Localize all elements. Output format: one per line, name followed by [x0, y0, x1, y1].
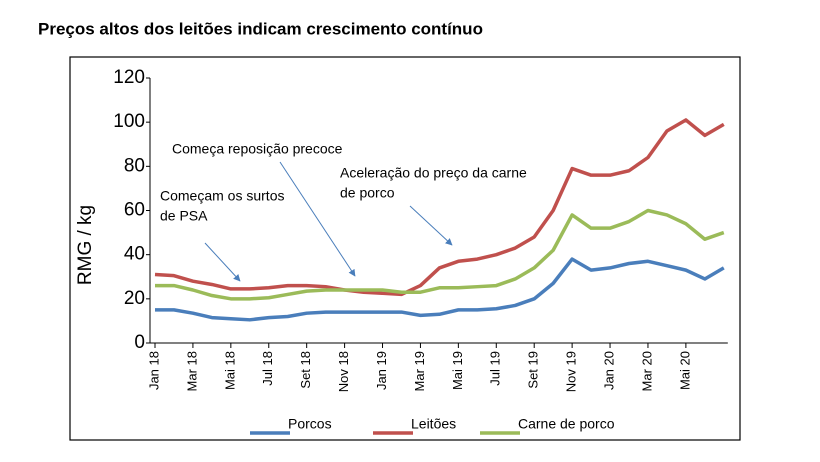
annotation: Começam os surtos — [160, 188, 284, 204]
frame — [69, 56, 741, 441]
x-tick-label: Jan 18 — [146, 351, 161, 390]
legend-label: Leitões — [411, 416, 456, 432]
series-line — [155, 208, 725, 301]
legend-label: Carne de porco — [518, 416, 615, 432]
x-tick-label: Mai 18 — [222, 351, 237, 390]
y-tick-label: 60 — [124, 200, 145, 221]
x-tick-label: Jan 19 — [374, 351, 389, 390]
annotation: de porco — [340, 185, 395, 201]
arrow — [409, 205, 453, 246]
y-tick-label: 40 — [124, 244, 145, 265]
x-tick-label: Mai 19 — [450, 351, 465, 390]
x-tick-label: Mar 19 — [412, 351, 427, 391]
y-tick-label: 20 — [124, 288, 145, 309]
chart-title: Preços altos dos leitões indicam crescim… — [38, 19, 483, 38]
x-tick-label: Jul 18 — [260, 351, 275, 386]
x-tick-label: Set 19 — [526, 351, 541, 389]
x-tick-label: Set 18 — [298, 351, 313, 389]
annotation: Começa reposição precoce — [172, 141, 343, 157]
x-tick-label: Nov 18 — [336, 351, 351, 392]
x-tick-label: Nov 19 — [564, 351, 579, 392]
annotation: Aceleração do preço da carne — [340, 165, 527, 181]
x-tick-label: Mar 20 — [639, 351, 654, 391]
annotation: de PSA — [160, 208, 208, 224]
x-tick-label: Mar 18 — [184, 351, 199, 391]
series-line — [155, 257, 725, 322]
y-axis-label: RMG / kg — [75, 205, 96, 285]
y-tick-label: 0 — [134, 332, 145, 353]
y-tick-label: 100 — [113, 111, 145, 132]
y-tick-label: 120 — [113, 67, 145, 88]
legend-label: Porcos — [288, 416, 332, 432]
series-line — [154, 118, 725, 297]
y-tick-label: 80 — [124, 155, 145, 176]
x-tick-label: Mai 20 — [677, 351, 692, 390]
x-tick-label: Jul 19 — [488, 351, 503, 386]
x-tick-label: Jan 20 — [601, 351, 616, 390]
arrow — [204, 242, 241, 282]
arrow — [279, 161, 356, 277]
